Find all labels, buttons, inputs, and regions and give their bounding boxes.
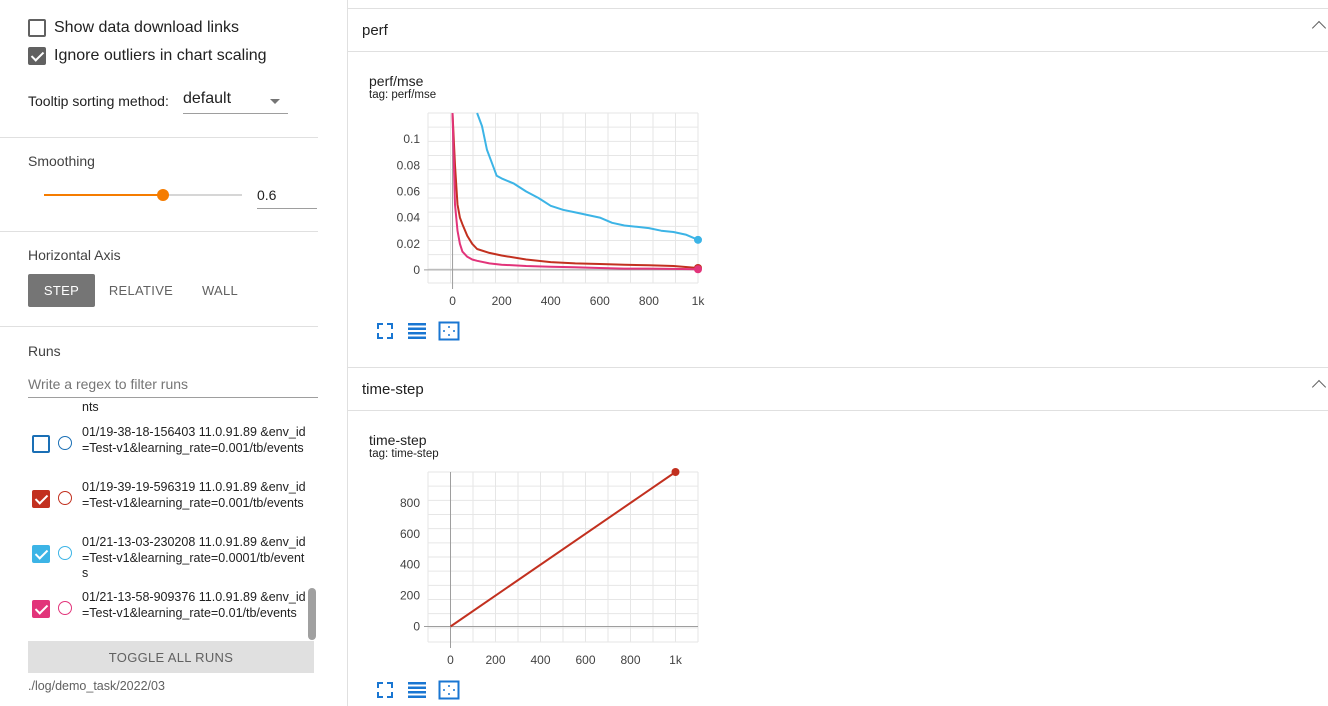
sidebar: Show data download links Ignore outliers… [0,0,348,706]
y-tick-label: 400 [400,558,420,572]
x-tick-label: 800 [639,294,659,308]
x-tick-label: 600 [590,294,610,308]
smoothing-slider-fill [44,194,163,196]
card-tag: tag: perf/mse [369,89,437,101]
y-tick-label: 0.08 [397,158,421,172]
run-color-circle-icon[interactable] [58,436,72,450]
runs-scrollbar[interactable] [308,588,316,640]
smoothing-input[interactable]: 0.6 [257,185,317,209]
x-tick-label: 0 [449,294,456,308]
divider [0,231,318,232]
data-table-icon[interactable] [406,679,428,701]
y-tick-label: 800 [400,496,420,510]
card-title: perf/mse [369,73,424,89]
group-title: time-step [362,381,424,398]
y-tick-label: 0 [413,263,420,277]
runs-title: Runs [28,343,61,359]
y-tick-label: 0.02 [397,237,421,251]
ignore-outliers-label: Ignore outliers in chart scaling [54,47,267,64]
run-checkbox[interactable] [32,435,50,453]
run-label: 01/19-38-18-156403 11.0.91.89 &env_id=Te… [82,425,306,455]
data-table-icon[interactable] [406,320,428,342]
time-step-chart[interactable]: 0 200 400 600 800 1k 0 200 400 600 800 [378,464,708,674]
series-end-point [694,265,702,274]
fullscreen-icon[interactable] [374,679,396,701]
x-tick-label: 200 [492,294,512,308]
series-line [476,112,699,241]
run-item[interactable]: 01/21-13-58-909376 11.0.91.89 &env_id=Te… [0,590,318,641]
run-checkbox[interactable] [32,490,50,508]
y-tick-label: 0.04 [397,211,421,225]
ignore-outliers-checkbox[interactable]: Ignore outliers in chart scaling [28,47,267,65]
group-header-perf[interactable]: perf [348,8,1328,52]
fullscreen-icon[interactable] [374,320,396,342]
x-tick-label: 400 [530,653,550,667]
run-item[interactable]: 01/21-13-03-230208 11.0.91.89 &env_id=Te… [0,535,318,590]
divider [0,137,318,138]
tooltip-sorting-value: default [183,90,232,107]
card-title: time-step [369,432,427,448]
chevron-up-icon[interactable] [1311,379,1327,395]
card-tag: tag: time-step [369,448,439,460]
run-checkbox[interactable] [32,545,50,563]
y-tick-label: 200 [400,589,420,603]
group-header-time-step[interactable]: time-step [348,367,1328,411]
runs-filter-input[interactable]: Write a regex to filter runs [28,372,318,398]
y-tick-label: 0.06 [397,184,421,198]
axis-relative-button[interactable]: RELATIVE [108,283,174,298]
run-color-circle-icon[interactable] [58,601,72,615]
run-checkbox[interactable] [32,600,50,618]
run-item[interactable]: 01/19-38-18-156403 11.0.91.89 &env_id=Te… [0,425,318,480]
y-tick-label: 600 [400,527,420,541]
axis-step-button[interactable]: STEP [28,274,95,307]
x-tick-label: 1k [669,653,683,667]
fit-domain-icon[interactable] [438,679,460,701]
dropdown-arrow-icon [270,99,280,104]
show-download-links-label: Show data download links [54,19,240,36]
run-label: 01/21-13-03-230208 11.0.91.89 &env_id=Te… [82,535,306,580]
series-end-point [671,468,680,476]
x-tick-label: 800 [620,653,640,667]
checkbox-box-checked[interactable] [28,47,46,65]
horizontal-axis-title: Horizontal Axis [28,247,121,263]
x-tick-label: 1k [692,294,706,308]
perf-mse-chart[interactable]: 0 200 400 600 800 1k 0 0.02 0.04 0.06 0.08 0.1 [378,105,708,315]
show-download-links-checkbox[interactable]: Show data download links [28,19,239,37]
chevron-up-icon[interactable] [1311,20,1327,36]
x-tick-label: 200 [485,653,505,667]
tooltip-sorting-select[interactable]: default [183,90,288,114]
run-label: 01/19-39-19-596319 11.0.91.89 &env_id=Te… [82,480,306,510]
smoothing-title: Smoothing [28,153,95,169]
y-tick-label: 0 [413,620,420,634]
checkbox-box[interactable] [28,19,46,37]
x-tick-label: 0 [447,653,454,667]
log-directory: ./log/demo_task/2022/03 [28,679,165,693]
main-panel: perf perf/mse tag: perf/mse 0 200 400 600 80… [348,0,1328,706]
smoothing-slider-thumb[interactable] [156,189,169,201]
series-line [451,112,699,271]
tooltip-sorting-label: Tooltip sorting method: [28,93,169,109]
run-label: 01/21-13-58-909376 11.0.91.89 &env_id=Te… [82,590,306,620]
run-label-partial: nts [82,400,99,414]
y-tick-label: 0.1 [403,132,420,146]
runs-list: nts 01/19-38-18-156403 11.0.91.89 &env_i… [0,399,318,641]
run-color-circle-icon[interactable] [58,546,72,560]
x-tick-label: 400 [541,294,561,308]
run-color-circle-icon[interactable] [58,491,72,505]
group-title: perf [362,22,388,39]
series-line [449,471,677,628]
series-end-point [694,235,702,244]
toggle-all-runs-button[interactable]: TOGGLE ALL RUNS [28,641,314,673]
series-line [451,112,699,269]
x-tick-label: 600 [575,653,595,667]
divider [0,326,318,327]
run-item[interactable]: 01/19-39-19-596319 11.0.91.89 &env_id=Te… [0,480,318,535]
axis-wall-button[interactable]: WALL [201,283,239,298]
fit-domain-icon[interactable] [438,320,460,342]
